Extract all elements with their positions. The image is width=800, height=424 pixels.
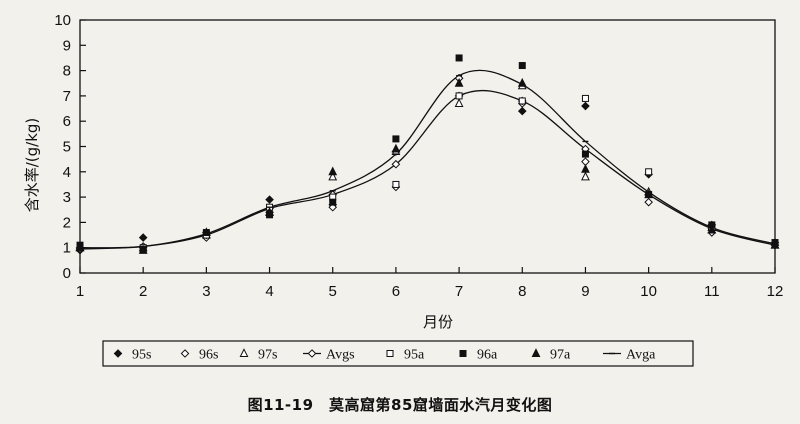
y-tick-label: 5 (63, 139, 71, 156)
x-tick-label: 9 (581, 283, 589, 300)
legend-label-97a: 97a (550, 348, 571, 363)
point-96a (392, 135, 400, 143)
x-tick-label: 4 (265, 283, 273, 300)
legend-marker-97s (239, 348, 249, 357)
data-markers (75, 54, 780, 255)
legend-label-96s: 96s (199, 348, 218, 363)
x-tick-label: 5 (329, 283, 337, 300)
legend-label-95a: 95a (404, 348, 425, 363)
legend-label-avga: Avga (626, 348, 656, 363)
x-tick-label: 2 (139, 283, 147, 300)
legend-marker-96s (180, 349, 190, 358)
x-tick-label: 6 (392, 283, 400, 300)
point-95s (265, 195, 274, 204)
point-97a (391, 143, 401, 153)
point-95a (455, 92, 463, 100)
legend-marker-avgs (307, 349, 317, 358)
legend-label-97s: 97s (258, 348, 277, 363)
figure-caption: 图11-19 莫高窟第85窟墙面水汽月变化图 (247, 396, 553, 414)
x-tick-label: 1 (76, 283, 84, 300)
x-tick-label: 11 (704, 283, 720, 300)
point-97s (454, 98, 464, 107)
y-tick-label: 0 (63, 265, 71, 282)
point-95a (581, 94, 589, 102)
legend-box (102, 340, 694, 367)
x-tick-label: 8 (518, 283, 526, 300)
point-97a (265, 206, 274, 216)
legend-marker-95s (113, 349, 123, 358)
point-96a (455, 54, 463, 62)
legend-marker-95a (386, 350, 394, 357)
y-tick-label: 9 (63, 37, 71, 54)
series-line-avga (79, 69, 776, 249)
point-95a (518, 97, 526, 105)
legend: 95s 96s 97s Avgs 95a 96a 97a Avga (102, 340, 694, 367)
point-96s (644, 197, 653, 207)
x-axis-title: 月份 (423, 313, 453, 331)
legend-marker-97a (531, 348, 541, 357)
point-97a (328, 166, 338, 176)
y-tick-label: 3 (63, 189, 71, 206)
point-96a (329, 198, 337, 206)
y-tick-label: 8 (63, 63, 71, 80)
point-96a (518, 62, 526, 70)
y-tick-label: 10 (54, 12, 71, 29)
point-97a (644, 189, 654, 199)
point-95s (581, 101, 590, 111)
point-97a (138, 244, 148, 254)
point-97a (707, 224, 717, 234)
series-lines (79, 69, 776, 250)
legend-label-96a: 96a (477, 348, 498, 363)
point-95s (138, 233, 148, 242)
point-97a (581, 163, 590, 173)
series-line-avgs (79, 89, 776, 250)
x-tick-label: 7 (455, 283, 463, 300)
x-tick-label: 12 (767, 283, 784, 300)
point-avgs (391, 159, 401, 169)
point-95a (645, 168, 653, 176)
y-tick-label: 4 (63, 164, 71, 181)
point-97s (328, 171, 338, 181)
legend-label-95s: 95s (132, 348, 151, 363)
point-96s (328, 202, 338, 212)
y-tick-label: 2 (63, 214, 71, 231)
x-tick-label: 10 (640, 283, 657, 300)
y-tick-label: 6 (63, 113, 71, 130)
point-95s (517, 106, 527, 116)
plot-frame (79, 19, 776, 274)
y-tick-label: 1 (63, 240, 71, 257)
legend-marker-96a (459, 350, 467, 357)
point-96a (581, 150, 589, 158)
x-tick-label: 3 (202, 283, 210, 300)
point-97a (454, 77, 464, 87)
legend-label-avgs: Avgs (326, 348, 355, 363)
y-axis-title: 含水率/(g/kg) (23, 118, 41, 213)
point-97s (581, 171, 590, 181)
y-tick-label: 7 (63, 88, 71, 105)
point-95a (392, 180, 400, 188)
